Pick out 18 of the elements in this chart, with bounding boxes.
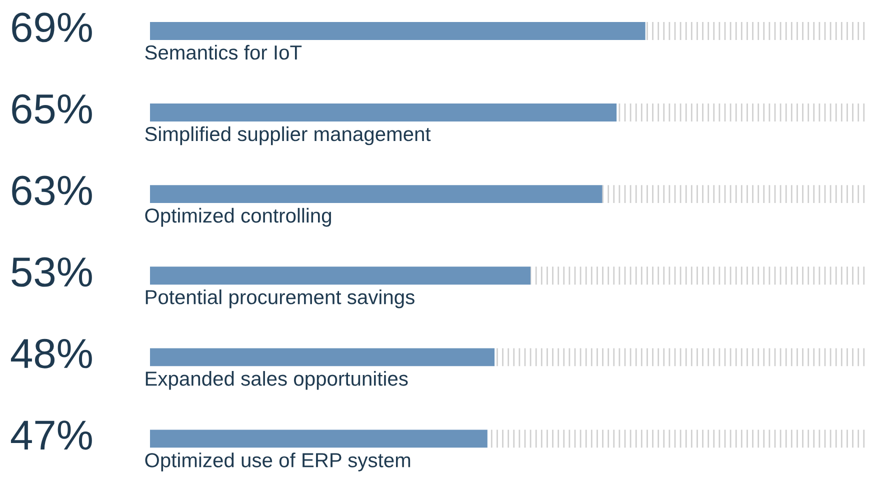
- y-tick-label: Optimized use of ERP system: [145, 452, 410, 472]
- y-tick-label: Optimized controlling: [145, 208, 332, 227]
- bar: [150, 185, 602, 204]
- data-label: 48%: [10, 338, 92, 368]
- data-label: 53%: [12, 257, 92, 287]
- bar: [150, 348, 495, 366]
- y-tick-label: Expanded sales opportunities: [146, 371, 408, 390]
- bar: [150, 430, 488, 448]
- y-tick-label: Semantics for IoT: [145, 44, 302, 60]
- data-label: 69%: [12, 12, 92, 42]
- bar: [150, 22, 646, 40]
- bar: [150, 104, 617, 122]
- y-tick-label: Potential procurement savings: [146, 289, 414, 308]
- bar: [150, 266, 531, 285]
- data-label: 65%: [12, 94, 92, 124]
- data-label: 63%: [12, 176, 92, 206]
- data-label: 47%: [10, 420, 92, 450]
- y-tick-label: Simplified supplier management: [145, 126, 431, 146]
